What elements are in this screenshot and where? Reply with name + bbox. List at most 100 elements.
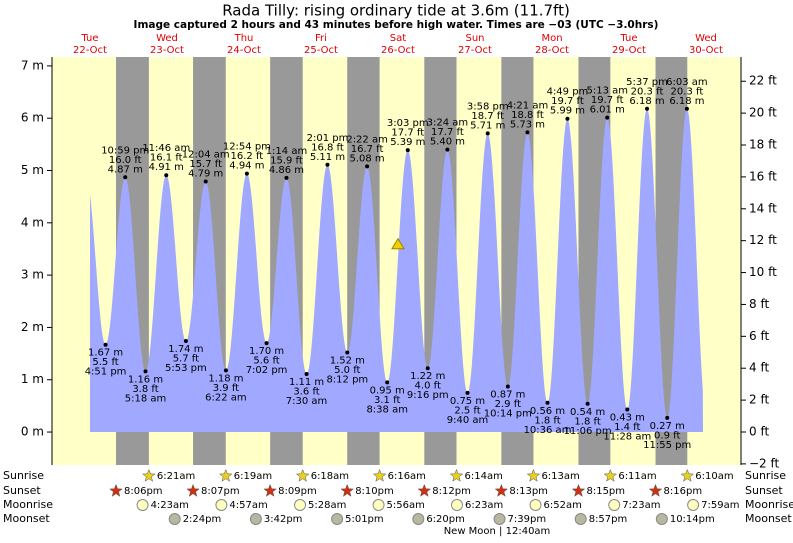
tide-label: 1.11 m xyxy=(289,377,324,388)
sunset-time: 8:06pm xyxy=(124,486,163,497)
y-tick-label: 6 m xyxy=(21,111,44,125)
moonset-icon xyxy=(412,513,425,525)
tide-label: 10:36 am xyxy=(524,425,572,436)
tide-point xyxy=(123,175,128,180)
tide-label: 6.18 m xyxy=(669,96,704,107)
sunset-time: 8:09pm xyxy=(278,486,317,497)
moonrise-time: 6:23am xyxy=(465,500,503,511)
sunrise-time: 6:18am xyxy=(311,471,349,482)
date-label: 26-Oct xyxy=(381,45,415,56)
tide-label: 5.08 m xyxy=(349,153,384,164)
tide-label: 1.4 ft xyxy=(614,422,640,433)
moonrise-time: 7:59am xyxy=(701,500,739,511)
tide-label: 3.9 ft xyxy=(213,383,239,394)
sunset-icon xyxy=(109,483,123,497)
tide-label: 3:58 pm xyxy=(467,101,509,112)
row-label: Sunset xyxy=(745,484,783,497)
sunrise-icon xyxy=(680,468,695,482)
y-tick-label: 2 m xyxy=(21,320,44,334)
tide-point xyxy=(143,369,148,374)
tide-label: 10:59 pm xyxy=(101,145,149,156)
tide-label: 1:14 am xyxy=(266,146,308,157)
tide-label: 6.01 m xyxy=(590,105,625,116)
tide-label: 0.27 m xyxy=(650,421,685,432)
chart-title: Rada Tilly: rising ordinary tide at 3.6m… xyxy=(222,2,570,20)
y2-tick-label: 20 ft xyxy=(749,106,777,120)
moonrise-time: 6:52am xyxy=(544,500,582,511)
sunrise-icon xyxy=(218,468,233,482)
tide-point xyxy=(485,131,490,136)
tide-label: 2.9 ft xyxy=(495,399,521,410)
moonrise-icon xyxy=(450,499,463,511)
tide-label: 6:22 am xyxy=(205,392,247,403)
sunset-time: 8:10pm xyxy=(355,486,394,497)
moonset-time: 10:14pm xyxy=(670,514,715,525)
tide-label: 8:12 pm xyxy=(326,375,368,386)
moonrise-time: 4:23am xyxy=(151,500,189,511)
tide-label: 2:22 am xyxy=(346,134,388,145)
tide-label: 5.73 m xyxy=(510,119,545,130)
tide-label: 0.75 m xyxy=(450,396,485,407)
tide-label: 20.3 ft xyxy=(631,86,664,97)
tide-point xyxy=(465,390,470,395)
sunrise-time: 6:13am xyxy=(541,471,579,482)
tide-point xyxy=(103,342,108,347)
sunrise-icon xyxy=(449,468,464,482)
day-label: Wed xyxy=(156,33,178,44)
tide-label: 4.79 m xyxy=(188,168,223,179)
tide-point xyxy=(223,368,228,373)
tide-point xyxy=(164,173,169,178)
tide-label: 11:06 pm xyxy=(564,426,612,437)
sunset-icon xyxy=(648,483,663,497)
tide-point xyxy=(385,380,390,385)
tide-label: 0.9 ft xyxy=(654,430,680,441)
tide-label: 16.2 ft xyxy=(231,151,264,162)
tide-label: 0.43 m xyxy=(610,413,645,424)
tide-label: 4.0 ft xyxy=(415,381,441,392)
sunset-icon xyxy=(417,483,432,497)
tide-label: 4:21 am xyxy=(507,100,549,111)
tide-point xyxy=(625,407,630,412)
y-tick-label: 4 m xyxy=(21,215,44,229)
tide-label: 0.56 m xyxy=(530,406,565,417)
tide-label: 1.18 m xyxy=(208,373,243,384)
date-label: 22-Oct xyxy=(73,45,107,56)
y2-tick-label: 4 ft xyxy=(749,361,769,375)
sunset-icon xyxy=(494,483,509,497)
tide-point xyxy=(565,116,570,121)
y-tick-label: 1 m xyxy=(21,372,44,386)
tide-label: 5.5 ft xyxy=(92,357,118,368)
sunset-time: 8:15pm xyxy=(586,486,625,497)
date-label: 24-Oct xyxy=(227,45,261,56)
y2-tick-label: 14 ft xyxy=(749,201,777,215)
tide-point xyxy=(425,366,430,371)
tide-label: 15.7 ft xyxy=(189,159,222,170)
tide-label: 4.87 m xyxy=(108,164,143,175)
moon-phase: New Moon | 12:40am xyxy=(444,526,551,537)
tide-point xyxy=(345,350,350,355)
tide-point xyxy=(325,162,330,167)
moonset-time: 6:20pm xyxy=(426,514,465,525)
tide-label: 11:28 am xyxy=(603,432,651,443)
date-label: 29-Oct xyxy=(612,45,646,56)
tide-label: 5.40 m xyxy=(430,137,465,148)
y2-tick-label: 16 ft xyxy=(749,169,777,183)
tide-label: 0.87 m xyxy=(490,390,525,401)
y2-tick-label: 2 ft xyxy=(749,393,769,407)
tide-label: 5.6 ft xyxy=(253,356,279,367)
tide-label: 7:30 am xyxy=(286,396,328,407)
sunset-icon xyxy=(571,483,586,497)
row-label: Moonrise xyxy=(745,498,793,511)
tide-label: 15.9 ft xyxy=(270,155,303,166)
sunrise-time: 6:10am xyxy=(695,471,733,482)
y2-tick-label: 0 ft xyxy=(749,424,769,438)
tide-point xyxy=(365,164,370,169)
sunrise-icon xyxy=(603,468,618,482)
sunset-time: 8:07pm xyxy=(201,486,240,497)
tide-label: 19.7 ft xyxy=(591,95,624,106)
tide-label: 3:03 pm xyxy=(387,118,429,129)
tide-label: 1.8 ft xyxy=(574,416,600,427)
y-tick-label: 3 m xyxy=(21,268,44,282)
tide-label: 5:53 pm xyxy=(165,363,207,374)
y2-tick-label: 12 ft xyxy=(749,233,777,247)
